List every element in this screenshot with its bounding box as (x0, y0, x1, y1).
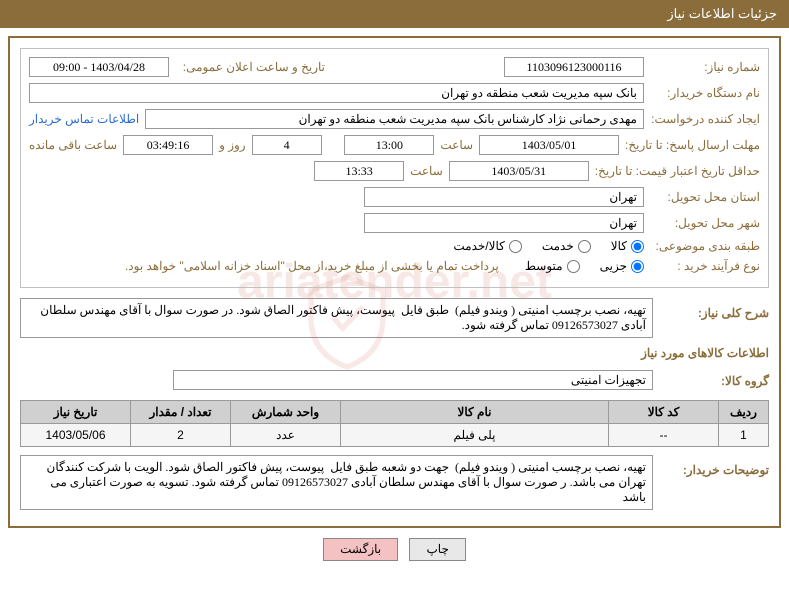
radio-goods-input[interactable] (631, 240, 644, 253)
main-container: ariatender.net شماره نیاز: تاریخ و ساعت … (8, 36, 781, 528)
items-section-title: اطلاعات کالاهای مورد نیاز (20, 346, 769, 360)
radio-both-input[interactable] (509, 240, 522, 253)
row-desc: شرح کلی نیاز: (20, 298, 769, 338)
th-unit: واحد شمارش (231, 401, 341, 424)
purchase-note: پرداخت تمام یا بخشی از مبلغ خرید،از محل … (125, 259, 499, 273)
td-name: پلی فیلم (341, 424, 609, 447)
group-label: گروه کالا: (659, 374, 769, 388)
table-row: 1 -- پلی فیلم عدد 2 1403/05/06 (21, 424, 769, 447)
purchase-type-label: نوع فرآیند خرید : (650, 259, 760, 273)
radio-both-label: کالا/خدمت (453, 239, 504, 253)
radio-small-label: جزیی (600, 259, 627, 273)
td-row: 1 (719, 424, 769, 447)
days-remain-label: روز و (219, 138, 246, 152)
row-buyer-org: نام دستگاه خریدار: (29, 83, 760, 103)
th-qty: تعداد / مقدار (131, 401, 231, 424)
valid-deadline-label: حداقل تاریخ اعتبار قیمت: تا تاریخ: (595, 164, 760, 178)
resp-deadline-label: مهلت ارسال پاسخ: تا تاریخ: (625, 138, 760, 152)
td-qty: 2 (131, 424, 231, 447)
category-label: طبقه بندی موضوعی: (650, 239, 760, 253)
button-bar: چاپ بازگشت (0, 538, 789, 561)
row-category: طبقه بندی موضوعی: کالا خدمت کالا/خدمت (29, 239, 760, 253)
resp-time-label: ساعت (440, 138, 473, 152)
back-button[interactable]: بازگشت (323, 538, 398, 561)
hours-remain-label: ساعت باقی مانده (29, 138, 117, 152)
delivery-province-input[interactable] (364, 187, 644, 207)
delivery-city-label: شهر محل تحویل: (650, 216, 760, 230)
row-resp-deadline: مهلت ارسال پاسخ: تا تاریخ: ساعت روز و سا… (29, 135, 760, 155)
table-header-row: ردیف کد کالا نام کالا واحد شمارش تعداد /… (21, 401, 769, 424)
buyer-notes-textarea[interactable] (20, 455, 653, 510)
desc-textarea[interactable] (20, 298, 653, 338)
radio-small[interactable]: جزیی (600, 259, 644, 273)
print-button[interactable]: چاپ (409, 538, 465, 561)
delivery-province-label: استان محل تحویل: (650, 190, 760, 204)
row-req-number: شماره نیاز: تاریخ و ساعت اعلان عمومی: (29, 57, 760, 77)
header-title: جزئیات اطلاعات نیاز (667, 6, 777, 21)
valid-time-input[interactable] (314, 161, 404, 181)
requester-label: ایجاد کننده درخواست: (650, 112, 760, 126)
details-fieldset: شماره نیاز: تاریخ و ساعت اعلان عمومی: نا… (20, 48, 769, 288)
buyer-notes-label: توضیحات خریدار: (659, 463, 769, 477)
th-row: ردیف (719, 401, 769, 424)
radio-both[interactable]: کالا/خدمت (453, 239, 521, 253)
valid-time-label: ساعت (410, 164, 443, 178)
radio-goods[interactable]: کالا (611, 239, 644, 253)
radio-medium-input[interactable] (567, 260, 580, 273)
group-input[interactable] (173, 370, 653, 390)
buyer-org-input[interactable] (29, 83, 644, 103)
row-valid-deadline: حداقل تاریخ اعتبار قیمت: تا تاریخ: ساعت (29, 161, 760, 181)
td-date: 1403/05/06 (21, 424, 131, 447)
td-code: -- (609, 424, 719, 447)
td-unit: عدد (231, 424, 341, 447)
announce-date-input[interactable] (29, 57, 169, 77)
radio-medium-label: متوسط (525, 259, 563, 273)
radio-service-label: خدمت (542, 239, 574, 253)
items-table: ردیف کد کالا نام کالا واحد شمارش تعداد /… (20, 400, 769, 447)
th-date: تاریخ نیاز (21, 401, 131, 424)
resp-date-input[interactable] (479, 135, 619, 155)
row-delivery-city: شهر محل تحویل: (29, 213, 760, 233)
desc-label: شرح کلی نیاز: (659, 306, 769, 320)
requester-input[interactable] (145, 109, 644, 129)
radio-service-input[interactable] (578, 240, 591, 253)
radio-goods-label: کالا (611, 239, 627, 253)
days-remain-input[interactable] (252, 135, 322, 155)
row-buyer-notes: توضیحات خریدار: (20, 455, 769, 510)
resp-time-input[interactable] (344, 135, 434, 155)
row-group: گروه کالا: (20, 366, 769, 394)
req-number-input[interactable] (504, 57, 644, 77)
hours-remain-input[interactable] (123, 135, 213, 155)
category-radio-group: کالا خدمت کالا/خدمت (453, 239, 644, 253)
row-purchase-type: نوع فرآیند خرید : جزیی متوسط پرداخت تمام… (29, 259, 760, 273)
delivery-city-input[interactable] (364, 213, 644, 233)
th-name: نام کالا (341, 401, 609, 424)
row-requester: ایجاد کننده درخواست: اطلاعات تماس خریدار (29, 109, 760, 129)
contact-link[interactable]: اطلاعات تماس خریدار (29, 112, 139, 126)
row-delivery-province: استان محل تحویل: (29, 187, 760, 207)
th-code: کد کالا (609, 401, 719, 424)
radio-small-input[interactable] (631, 260, 644, 273)
radio-service[interactable]: خدمت (542, 239, 591, 253)
valid-date-input[interactable] (449, 161, 589, 181)
page-header: جزئیات اطلاعات نیاز (0, 0, 789, 28)
req-number-label: شماره نیاز: (650, 60, 760, 74)
radio-medium[interactable]: متوسط (525, 259, 580, 273)
purchase-type-radio-group: جزیی متوسط (525, 259, 644, 273)
announce-date-label: تاریخ و ساعت اعلان عمومی: (175, 60, 325, 74)
buyer-org-label: نام دستگاه خریدار: (650, 86, 760, 100)
